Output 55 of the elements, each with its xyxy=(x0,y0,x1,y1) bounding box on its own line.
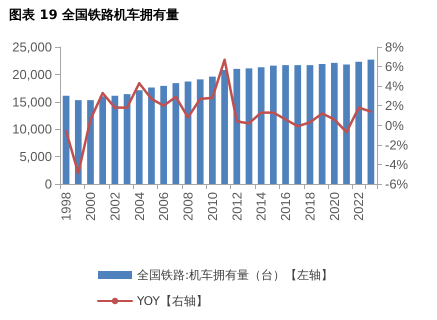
bar xyxy=(233,68,240,184)
y-tick-label: 25,000 xyxy=(12,40,52,54)
bar xyxy=(294,65,302,184)
y-tick-label: 20,000 xyxy=(12,66,52,82)
bar xyxy=(62,96,70,184)
y-tick-label: 5,000 xyxy=(19,149,52,164)
bar xyxy=(368,60,374,184)
bar xyxy=(282,65,289,184)
legend-label: 全国铁路:机车拥有量（台）【左轴】 xyxy=(137,268,334,282)
y2-tick-label: 2% xyxy=(385,98,404,114)
y2-tick-label: 6% xyxy=(385,59,404,74)
y2-tick-label: 8% xyxy=(385,40,404,54)
bar xyxy=(330,62,338,184)
x-tick-label: 2002 xyxy=(107,192,122,221)
bar xyxy=(172,83,180,184)
x-tick-label: 2016 xyxy=(278,192,294,221)
line-series xyxy=(64,58,372,174)
bar xyxy=(160,86,167,184)
bar xyxy=(221,70,228,184)
x-tick-label: 2008 xyxy=(180,192,196,221)
bar xyxy=(99,96,106,184)
chart-title: 图表 19 全国铁路机车拥有量 xyxy=(9,7,180,23)
x-tick-label: 2020 xyxy=(326,192,342,221)
y-tick-label: 10,000 xyxy=(12,122,52,137)
bar xyxy=(306,65,314,184)
x-tick-label: 2000 xyxy=(82,192,98,221)
bar xyxy=(112,96,118,184)
y2-tick-label: -6% xyxy=(385,176,409,192)
bar xyxy=(318,64,326,184)
bar xyxy=(246,68,252,184)
y-tick-label: 0 xyxy=(44,176,52,192)
bar xyxy=(258,67,265,184)
bar xyxy=(355,62,362,184)
y2-tick-label: -4% xyxy=(385,156,409,172)
bar xyxy=(343,64,350,184)
y2-tick-label: 0% xyxy=(385,118,404,133)
bar xyxy=(184,82,192,184)
x-tick-label: 2022 xyxy=(351,192,366,221)
x-tick-label: 1998 xyxy=(58,192,74,221)
bar xyxy=(136,90,143,184)
bar xyxy=(148,88,155,184)
bar xyxy=(209,76,216,184)
bar xyxy=(196,79,204,184)
y2-tick-label: 4% xyxy=(385,78,404,94)
y-tick-label: 15,000 xyxy=(12,94,52,110)
bar xyxy=(270,66,277,184)
y2-tick-label: -2% xyxy=(385,137,409,152)
x-tick-label: 2006 xyxy=(156,192,172,221)
x-tick-label: 2012 xyxy=(229,192,244,221)
x-tick-label: 2014 xyxy=(254,192,269,221)
x-tick-label: 2018 xyxy=(302,192,318,221)
bar xyxy=(124,94,130,184)
x-tick-label: 2004 xyxy=(132,192,147,221)
legend-label: YOY【右轴】 xyxy=(136,294,208,308)
x-tick-label: 2010 xyxy=(204,192,220,221)
